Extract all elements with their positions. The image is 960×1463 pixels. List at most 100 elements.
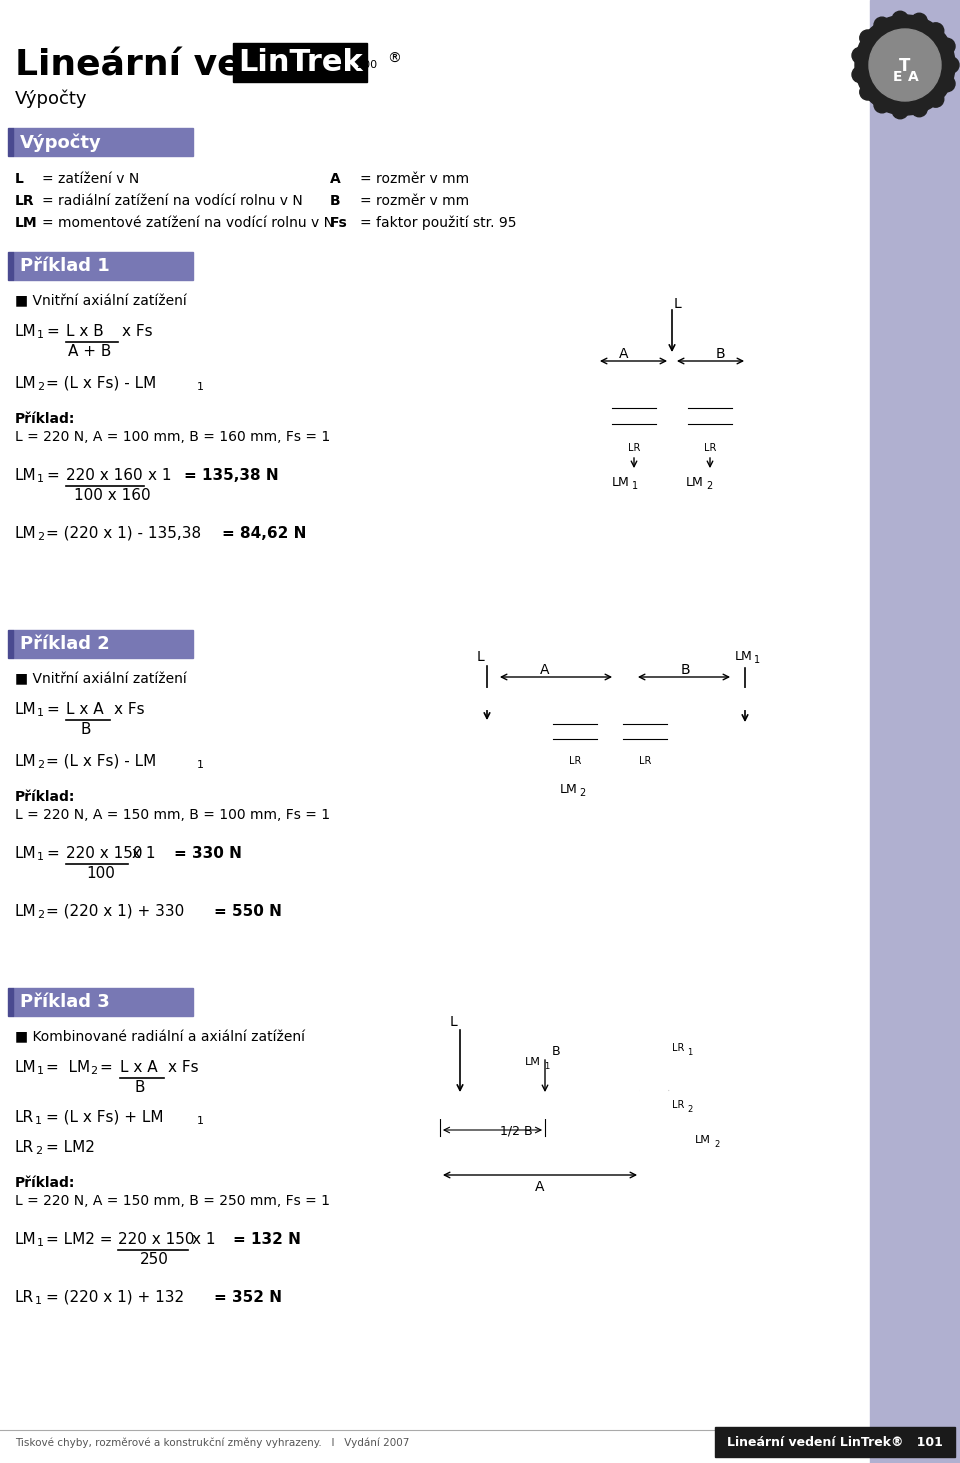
- Text: L = 220 N, A = 150 mm, B = 250 mm, Fs = 1: L = 220 N, A = 150 mm, B = 250 mm, Fs = …: [15, 1194, 330, 1208]
- Text: T: T: [900, 57, 911, 75]
- Text: 220 x 160: 220 x 160: [66, 468, 143, 483]
- Bar: [715, 1426, 955, 1457]
- Text: B: B: [330, 195, 341, 208]
- Text: 1: 1: [37, 851, 44, 862]
- Bar: [8, 252, 13, 279]
- Bar: [623, 710, 667, 755]
- Text: 1: 1: [37, 708, 44, 718]
- Text: L: L: [477, 650, 485, 664]
- Text: = (L x Fs) - LM: = (L x Fs) - LM: [46, 376, 156, 391]
- Text: B: B: [681, 663, 690, 677]
- Text: LR: LR: [569, 756, 581, 767]
- Circle shape: [860, 83, 876, 99]
- Text: L x A: L x A: [66, 702, 104, 717]
- Text: Příklad 1: Příklad 1: [20, 257, 109, 275]
- Text: x Fs: x Fs: [114, 702, 145, 717]
- Text: ■ Vnitřní axiální zatížení: ■ Vnitřní axiální zatížení: [15, 294, 187, 309]
- Text: A: A: [619, 347, 629, 361]
- Text: LM: LM: [15, 753, 36, 770]
- Text: LM: LM: [15, 217, 37, 230]
- Text: LR: LR: [15, 1110, 35, 1125]
- Text: 220 x 150: 220 x 150: [118, 1232, 195, 1246]
- Text: A: A: [907, 70, 919, 83]
- Text: 1: 1: [197, 1116, 204, 1127]
- Text: = (220 x 1) + 132: = (220 x 1) + 132: [46, 1290, 184, 1305]
- Bar: [688, 391, 732, 440]
- Text: ■ Vnitřní axiální zatížení: ■ Vnitřní axiální zatížení: [15, 672, 187, 686]
- Text: LM: LM: [695, 1135, 710, 1146]
- Circle shape: [927, 23, 944, 40]
- Circle shape: [852, 66, 868, 82]
- Circle shape: [892, 12, 908, 28]
- Text: = (220 x 1) - 135,38: = (220 x 1) - 135,38: [46, 527, 202, 541]
- Bar: [13, 988, 193, 1015]
- Text: LR: LR: [704, 443, 716, 454]
- Text: Příklad:: Příklad:: [15, 790, 76, 805]
- Text: 200: 200: [356, 60, 377, 70]
- Text: 2: 2: [37, 910, 44, 920]
- Text: B: B: [80, 723, 90, 737]
- Text: 1: 1: [632, 481, 638, 492]
- Text: = 84,62 N: = 84,62 N: [222, 527, 306, 541]
- Bar: [477, 689, 747, 710]
- Text: = faktor použití str. 95: = faktor použití str. 95: [360, 217, 516, 231]
- Text: LM: LM: [15, 904, 36, 919]
- Bar: [553, 710, 597, 755]
- Text: LM: LM: [15, 468, 36, 483]
- Text: LR: LR: [672, 1100, 684, 1110]
- Text: A + B: A + B: [68, 344, 111, 358]
- Text: A: A: [540, 663, 550, 677]
- Text: L x A: L x A: [120, 1061, 157, 1075]
- Text: LM: LM: [15, 846, 36, 862]
- Circle shape: [943, 57, 959, 73]
- Text: 2: 2: [35, 1146, 42, 1156]
- Text: = LM2: = LM2: [46, 1140, 95, 1154]
- Text: B: B: [715, 347, 725, 361]
- Text: Výpočty: Výpočty: [15, 91, 87, 108]
- Text: L: L: [450, 1015, 458, 1028]
- Text: = LM2 =: = LM2 =: [46, 1232, 112, 1246]
- Text: LR: LR: [15, 1290, 35, 1305]
- Text: 1: 1: [37, 331, 44, 339]
- Text: =: =: [46, 702, 59, 717]
- Circle shape: [892, 102, 908, 119]
- Text: LM: LM: [686, 475, 704, 489]
- Text: 2: 2: [37, 533, 44, 541]
- Circle shape: [874, 18, 890, 34]
- Bar: [562, 369, 782, 391]
- Text: 2: 2: [579, 789, 586, 797]
- Bar: [630, 755, 660, 768]
- Text: 2: 2: [90, 1067, 97, 1075]
- Text: = 352 N: = 352 N: [214, 1290, 282, 1305]
- Circle shape: [874, 97, 890, 113]
- Text: x 1: x 1: [192, 1232, 215, 1246]
- Text: = rozměr v mm: = rozměr v mm: [360, 195, 469, 208]
- Text: = momentové zatížení na vodící rolnu v N: = momentové zatížení na vodící rolnu v N: [42, 217, 334, 230]
- Text: LM: LM: [15, 376, 36, 391]
- Circle shape: [911, 101, 927, 117]
- Bar: [8, 631, 13, 658]
- Text: = (220 x 1) + 330: = (220 x 1) + 330: [46, 904, 184, 919]
- Text: 1: 1: [37, 1067, 44, 1075]
- Bar: [13, 252, 193, 279]
- Text: L = 220 N, A = 100 mm, B = 160 mm, Fs = 1: L = 220 N, A = 100 mm, B = 160 mm, Fs = …: [15, 430, 330, 443]
- Text: x Fs: x Fs: [168, 1061, 199, 1075]
- Text: E: E: [892, 70, 901, 83]
- Text: = radiální zatížení na vodící rolnu v N: = radiální zatížení na vodící rolnu v N: [42, 195, 302, 208]
- Text: 1: 1: [197, 382, 204, 392]
- Text: x Fs: x Fs: [122, 323, 153, 339]
- Text: 2: 2: [37, 382, 44, 392]
- Text: 1: 1: [544, 1062, 549, 1071]
- Text: 1: 1: [37, 1238, 44, 1248]
- Bar: [8, 127, 13, 157]
- Text: Příklad:: Příklad:: [15, 1176, 76, 1189]
- Text: 100: 100: [86, 866, 115, 881]
- Text: LM: LM: [15, 1232, 36, 1246]
- Circle shape: [860, 29, 876, 45]
- Text: LM: LM: [560, 783, 578, 796]
- Bar: [870, 0, 960, 1463]
- Text: L: L: [15, 173, 24, 186]
- Text: 1: 1: [35, 1296, 42, 1306]
- Circle shape: [939, 76, 955, 92]
- Text: ■ Kombinované radiální a axiální zatížení: ■ Kombinované radiální a axiální zatížen…: [15, 1030, 305, 1045]
